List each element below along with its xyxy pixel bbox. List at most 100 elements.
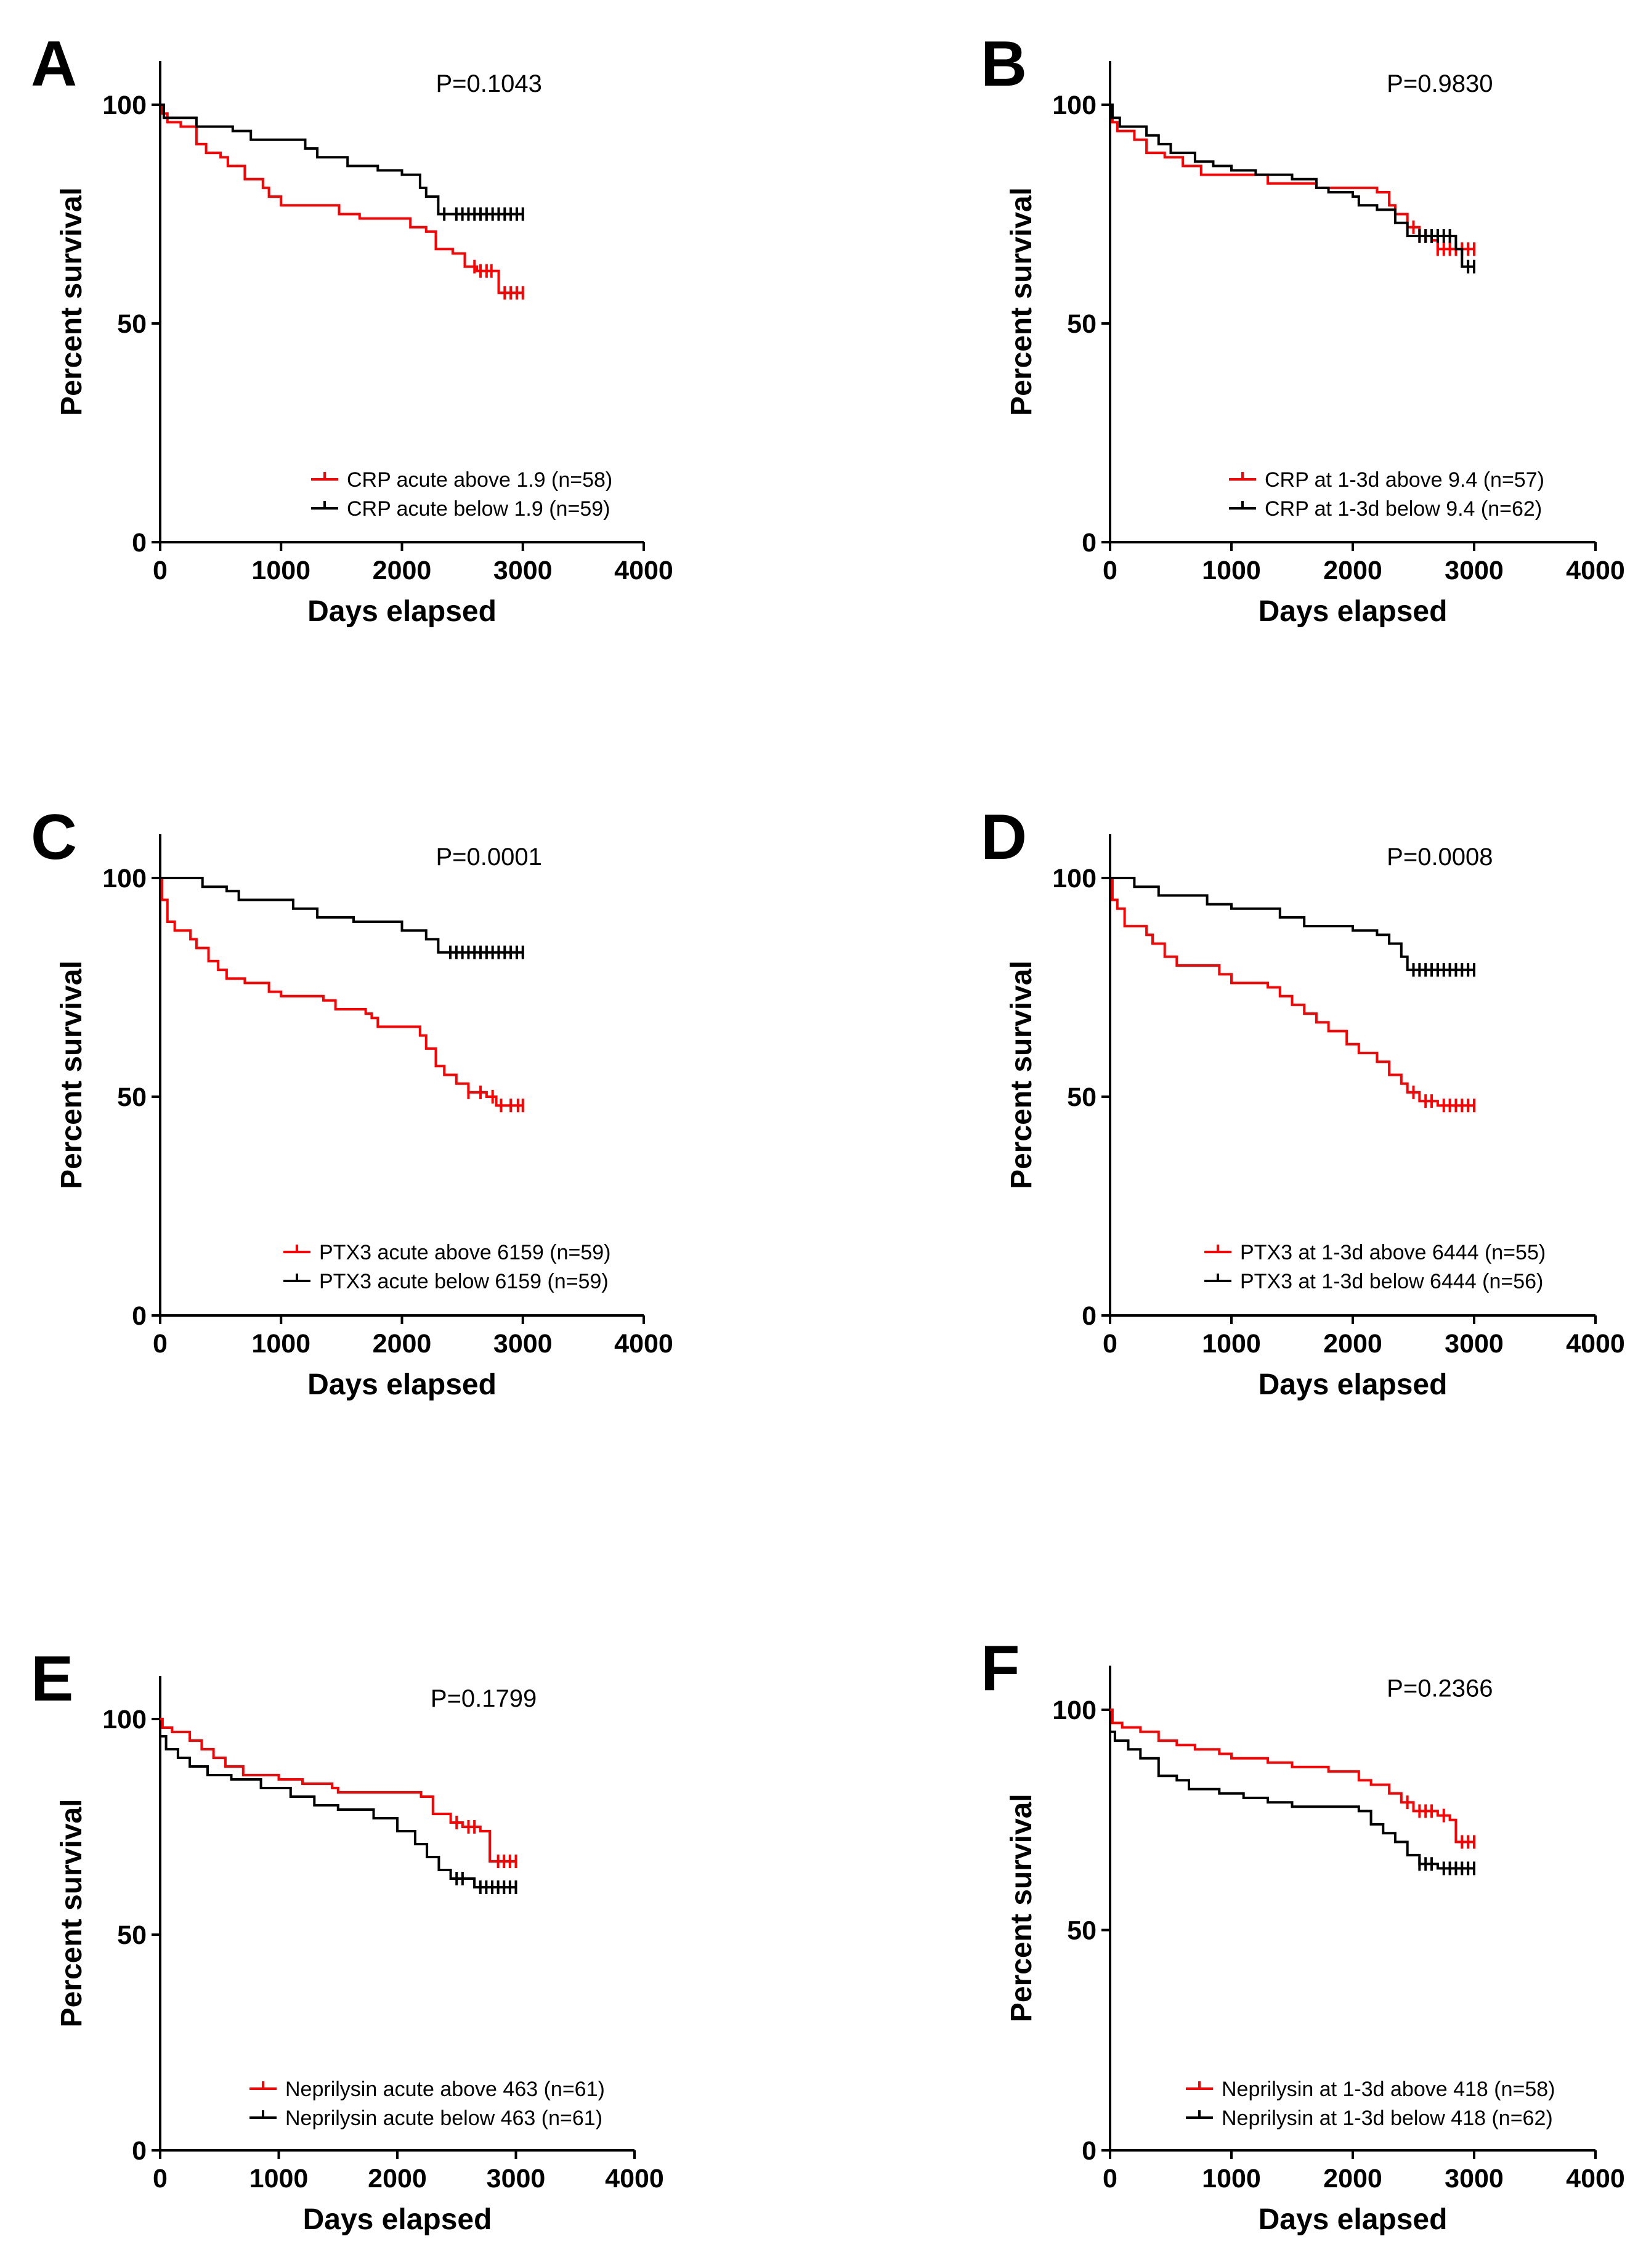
panel-letter: E (31, 1643, 73, 1715)
y-tick-label: 50 (117, 1920, 147, 1950)
y-tick-label: 100 (1052, 864, 1097, 893)
survival-curve-above (160, 1718, 516, 1863)
p-value: P=0.0008 (1387, 843, 1493, 871)
y-axis-title: Percent survival (55, 961, 88, 1189)
survival-curve-below (1110, 877, 1474, 972)
legend-label: CRP acute below 1.9 (n=59) (347, 497, 610, 521)
y-axis-title: Percent survival (1005, 1794, 1038, 2022)
x-tick-label: 3000 (493, 1329, 553, 1359)
x-axis-title: Days elapsed (303, 2203, 492, 2236)
x-tick-label: 1000 (1202, 2164, 1261, 2193)
x-tick-label: 3000 (493, 556, 553, 585)
y-tick-label: 100 (1052, 91, 1097, 120)
y-tick-label: 0 (132, 1301, 147, 1331)
x-tick-label: 1000 (251, 556, 310, 585)
x-tick-label: 0 (1103, 2164, 1117, 2193)
y-tick-label: 100 (102, 864, 147, 893)
legend-label: PTX3 at 1-3d above 6444 (n=55) (1240, 1241, 1546, 1264)
panel-letter: D (981, 802, 1027, 873)
y-tick-label: 50 (117, 1083, 147, 1112)
x-tick-label: 4000 (605, 2164, 664, 2193)
p-value: P=0.2366 (1387, 1675, 1493, 1702)
x-tick-label: 1000 (1202, 1329, 1261, 1359)
panel-letter: C (31, 802, 77, 873)
x-tick-label: 2000 (1323, 556, 1382, 585)
x-tick-label: 3000 (1445, 556, 1504, 585)
panel-letter: A (31, 28, 77, 100)
legend-label: Neprilysin acute below 463 (n=61) (285, 2107, 602, 2130)
y-tick-label: 100 (102, 91, 147, 120)
survival-curve-below (160, 104, 523, 216)
p-value: P=0.9830 (1387, 70, 1493, 97)
legend-label: PTX3 at 1-3d below 6444 (n=56) (1240, 1270, 1543, 1293)
legend-label: CRP at 1-3d below 9.4 (n=62) (1265, 497, 1542, 521)
x-axis-title: Days elapsed (307, 1368, 497, 1401)
x-tick-label: 4000 (1566, 556, 1625, 585)
legend-label: Neprilysin at 1-3d below 418 (n=62) (1222, 2107, 1553, 2130)
x-tick-label: 0 (153, 1329, 168, 1359)
x-tick-label: 4000 (1566, 1329, 1625, 1359)
survival-curve-below (1110, 104, 1474, 268)
x-tick-label: 0 (153, 2164, 168, 2193)
y-tick-label: 0 (132, 2136, 147, 2166)
x-tick-label: 1000 (249, 2164, 309, 2193)
y-tick-label: 100 (1052, 1696, 1097, 1725)
legend-label: CRP at 1-3d above 9.4 (n=57) (1265, 468, 1544, 492)
p-value: P=0.1043 (436, 70, 541, 97)
survival-curve-below (160, 877, 523, 954)
legend-label: PTX3 acute above 6159 (n=59) (319, 1241, 611, 1264)
survival-curve-above (1110, 877, 1474, 1107)
x-tick-label: 3000 (487, 2164, 546, 2193)
x-tick-label: 2000 (373, 1329, 432, 1359)
x-tick-label: 0 (153, 556, 168, 585)
y-axis-title: Percent survival (1005, 187, 1038, 416)
x-axis-title: Days elapsed (1259, 2203, 1448, 2236)
x-tick-label: 3000 (1445, 1329, 1504, 1359)
x-tick-label: 0 (1103, 556, 1117, 585)
x-tick-label: 4000 (1566, 2164, 1625, 2193)
survival-curve-above (160, 877, 523, 1107)
legend-label: CRP acute above 1.9 (n=58) (347, 468, 612, 492)
y-tick-label: 0 (132, 528, 147, 558)
x-tick-label: 4000 (614, 556, 673, 585)
y-tick-label: 50 (117, 309, 147, 339)
survival-curve-below (160, 1735, 516, 1888)
panel-letter: F (981, 1633, 1020, 1705)
x-axis-title: Days elapsed (307, 595, 497, 628)
legend-label: Neprilysin acute above 463 (n=61) (285, 2078, 605, 2101)
y-tick-label: 50 (1067, 1083, 1097, 1112)
y-tick-label: 0 (1082, 528, 1097, 558)
x-axis-title: Days elapsed (1259, 1368, 1448, 1401)
x-tick-label: 1000 (1202, 556, 1261, 585)
p-value: P=0.1799 (431, 1685, 537, 1712)
y-tick-label: 50 (1067, 309, 1097, 339)
y-axis-title: Percent survival (55, 1799, 88, 2028)
x-tick-label: 2000 (368, 2164, 427, 2193)
x-tick-label: 1000 (251, 1329, 310, 1359)
y-tick-label: 0 (1082, 2136, 1097, 2166)
x-tick-label: 4000 (614, 1329, 673, 1359)
legend-label: PTX3 acute below 6159 (n=59) (319, 1270, 609, 1293)
x-tick-label: 2000 (373, 556, 432, 585)
panel-letter: B (981, 28, 1027, 100)
y-tick-label: 100 (102, 1705, 147, 1734)
survival-curve-above (1110, 104, 1474, 251)
survival-curve-below (1110, 1730, 1474, 1870)
x-tick-label: 2000 (1323, 1329, 1382, 1359)
y-tick-label: 0 (1082, 1301, 1097, 1331)
y-axis-title: Percent survival (1005, 961, 1038, 1189)
x-tick-label: 0 (1103, 1329, 1117, 1359)
survival-curve-above (160, 104, 523, 295)
p-value: P=0.0001 (436, 843, 541, 871)
legend-label: Neprilysin at 1-3d above 418 (n=58) (1222, 2078, 1555, 2101)
x-tick-label: 3000 (1445, 2164, 1504, 2193)
y-tick-label: 50 (1067, 1916, 1097, 1946)
y-axis-title: Percent survival (55, 187, 88, 416)
